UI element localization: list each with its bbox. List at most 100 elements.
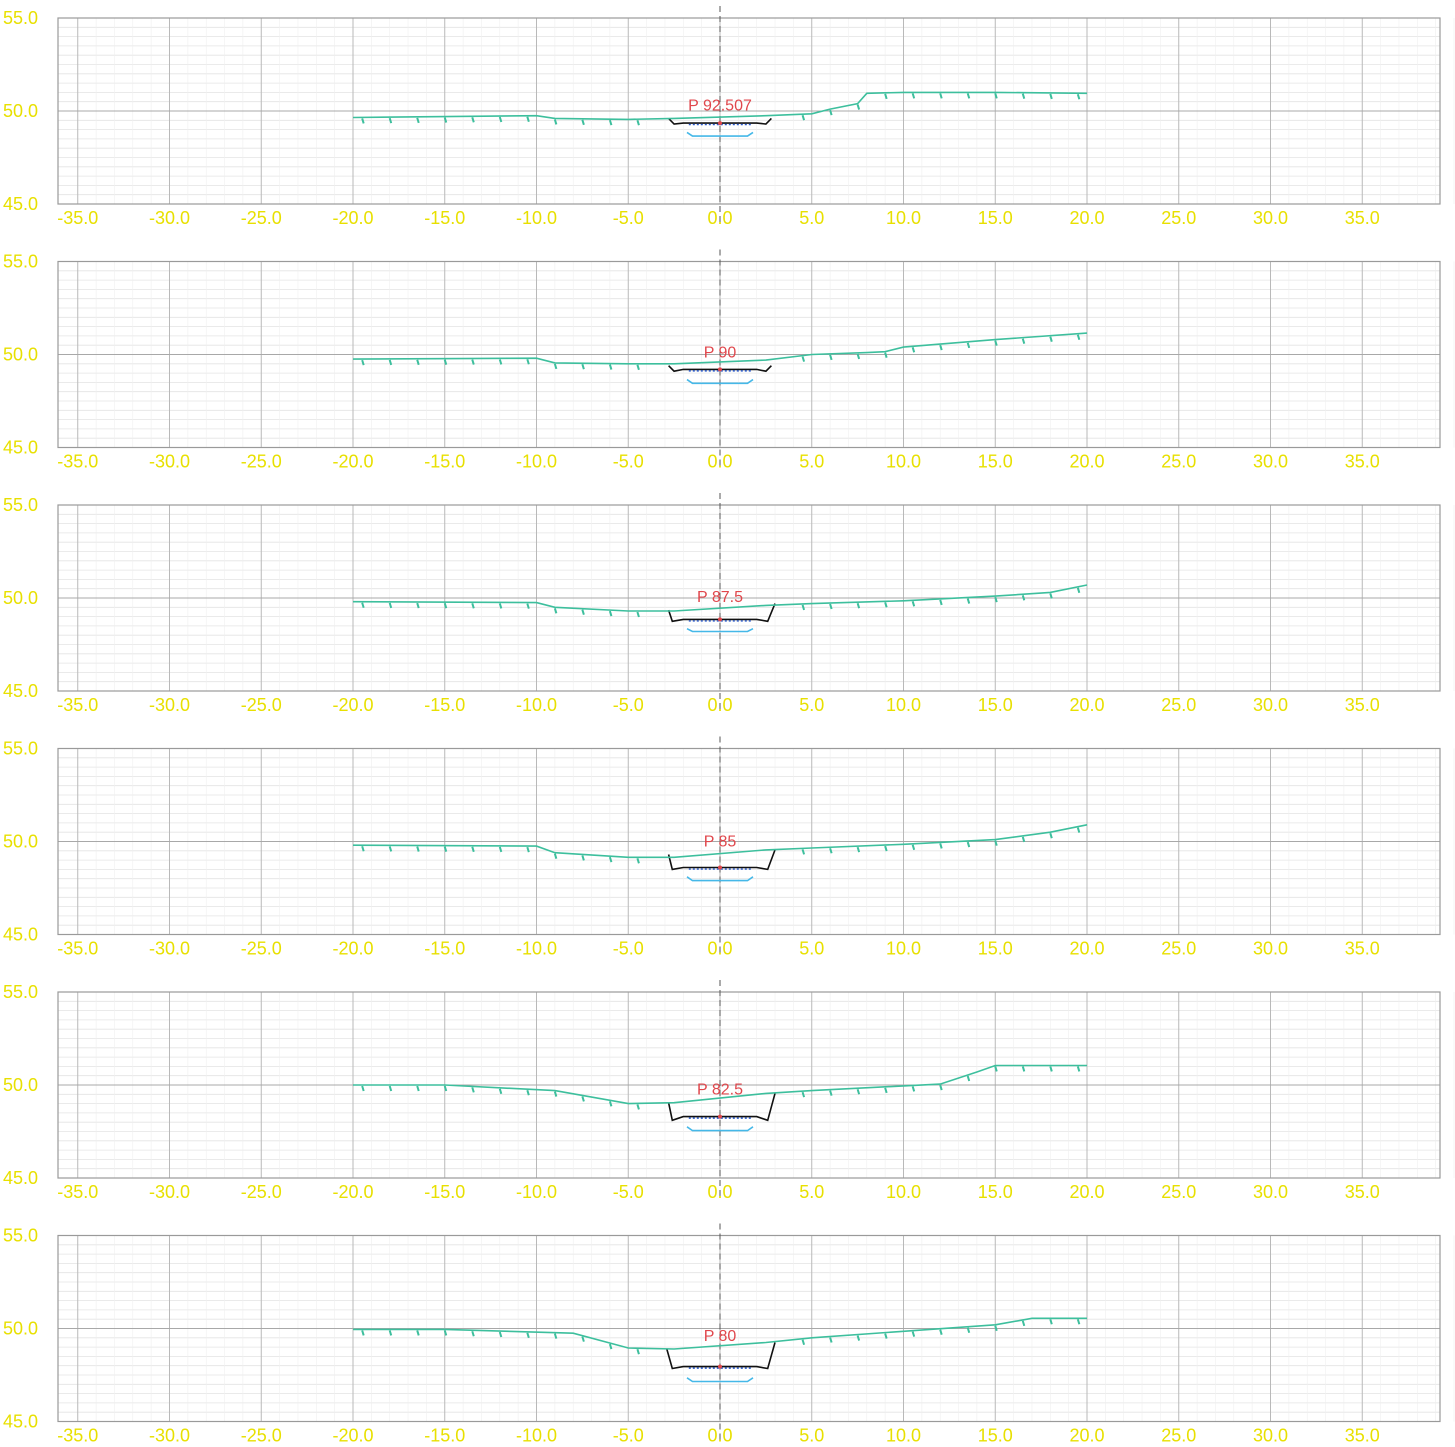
ground-tick [443,602,448,609]
ground-tick [443,117,448,123]
x-tick-label: 0.0 [707,1426,732,1446]
ground-tick [939,1084,943,1091]
ground-tick [801,114,806,121]
x-tick-label: 20.0 [1069,1426,1104,1446]
x-tick-label: 5.0 [799,208,824,228]
station-label: P 80 [704,1328,737,1345]
ground-tick [884,845,888,852]
ground-tick [608,610,613,617]
panel-frame [57,1234,1441,1423]
ground-tick [553,1333,558,1339]
ground-tick [801,1339,806,1346]
x-tick-label: 0.0 [707,452,732,472]
x-tick-label: 15.0 [978,939,1013,959]
ground-tick [1076,93,1081,100]
x-tick-label: 30.0 [1253,208,1288,228]
ground-tick [829,109,833,116]
ground-tick [553,1091,558,1097]
x-tick-label: -30.0 [149,939,190,959]
ground-tick [443,1330,448,1336]
ground-tick [856,1335,861,1341]
station-label: P 85 [704,834,737,851]
x-tick-label: -10.0 [516,939,557,959]
x-tick-label: 10.0 [886,1426,921,1446]
ground-tick [636,858,640,864]
ground-tick [801,356,806,362]
ground-tick [608,1343,613,1350]
y-tick-label: 45.0 [3,194,38,214]
x-tick-label: -10.0 [516,452,557,472]
ground-tick [911,347,916,353]
ground-tick [581,609,585,615]
x-tick-label: -30.0 [149,695,190,715]
x-tick-label: 25.0 [1161,939,1196,959]
x-tick-label: -15.0 [424,695,465,715]
ground-tick [994,1066,998,1072]
channel-bed-line [686,1126,754,1132]
y-tick-label: 50.0 [3,1319,38,1339]
ground-tick [526,1089,530,1096]
x-tick-label: 5.0 [799,452,824,472]
ground-tick [636,1348,640,1355]
x-tick-label: -10.0 [516,1182,557,1202]
x-tick-label: 35.0 [1345,1182,1380,1202]
panel-frame [57,17,1441,205]
x-tick-label: 30.0 [1253,1426,1288,1446]
y-tick-label: 50.0 [3,101,38,121]
x-tick-label: -10.0 [516,1426,557,1446]
x-tick-label: 30.0 [1253,452,1288,472]
ground-tick [829,354,833,361]
ground-tick [856,602,861,609]
station-marker [718,617,722,622]
ground-tick [471,1087,475,1093]
ground-tick [994,93,998,99]
x-tick-label: 20.0 [1069,208,1104,228]
ground-tick [1021,1066,1026,1072]
channel-bed-line [686,876,754,882]
ground-tick [911,1331,916,1337]
station-marker [718,1364,722,1369]
station-label: P 92.507 [688,97,752,114]
y-tick-label: 55.0 [3,8,38,28]
ground-tick [416,117,420,124]
ground-tick [884,1333,888,1339]
x-tick-label: 5.0 [799,1182,824,1202]
ground-tick [471,359,475,365]
ground-tick [471,1330,475,1337]
ground-tick [966,598,971,604]
ground-tick [608,119,613,126]
panel-frame [57,991,1441,1179]
ground-tick [911,1086,916,1092]
ground-tick [911,844,916,851]
ground-tick [1021,1320,1026,1327]
x-tick-label: 25.0 [1161,695,1196,715]
ground-tick [416,1085,420,1092]
panel-frame [57,747,1441,936]
y-tick-label: 45.0 [3,1168,38,1188]
x-tick-label: 35.0 [1345,695,1380,715]
ground-tick [443,846,448,852]
x-tick-label: 25.0 [1161,1182,1196,1202]
x-tick-label: 25.0 [1161,1426,1196,1446]
ground-line [353,1064,1087,1105]
ground-tick [636,364,640,371]
ground-line [352,91,1088,121]
ground-tick [884,1087,888,1094]
x-tick-label: 30.0 [1253,939,1288,959]
station-marker [718,865,722,870]
ground-tick [526,358,530,365]
ground-tick [581,855,585,861]
ground-tick [1076,827,1081,833]
ground-tick [1076,1318,1081,1325]
ground-tick [388,1085,393,1092]
ground-tick [829,1337,833,1343]
y-tick-label: 45.0 [3,681,38,701]
x-tick-label: -5.0 [613,452,644,472]
x-tick-label: -5.0 [613,208,644,228]
x-tick-label: -5.0 [613,939,644,959]
ground-tick [939,93,943,99]
y-tick-label: 55.0 [3,739,38,759]
station-marker [718,121,722,126]
x-tick-label: -35.0 [57,939,98,959]
